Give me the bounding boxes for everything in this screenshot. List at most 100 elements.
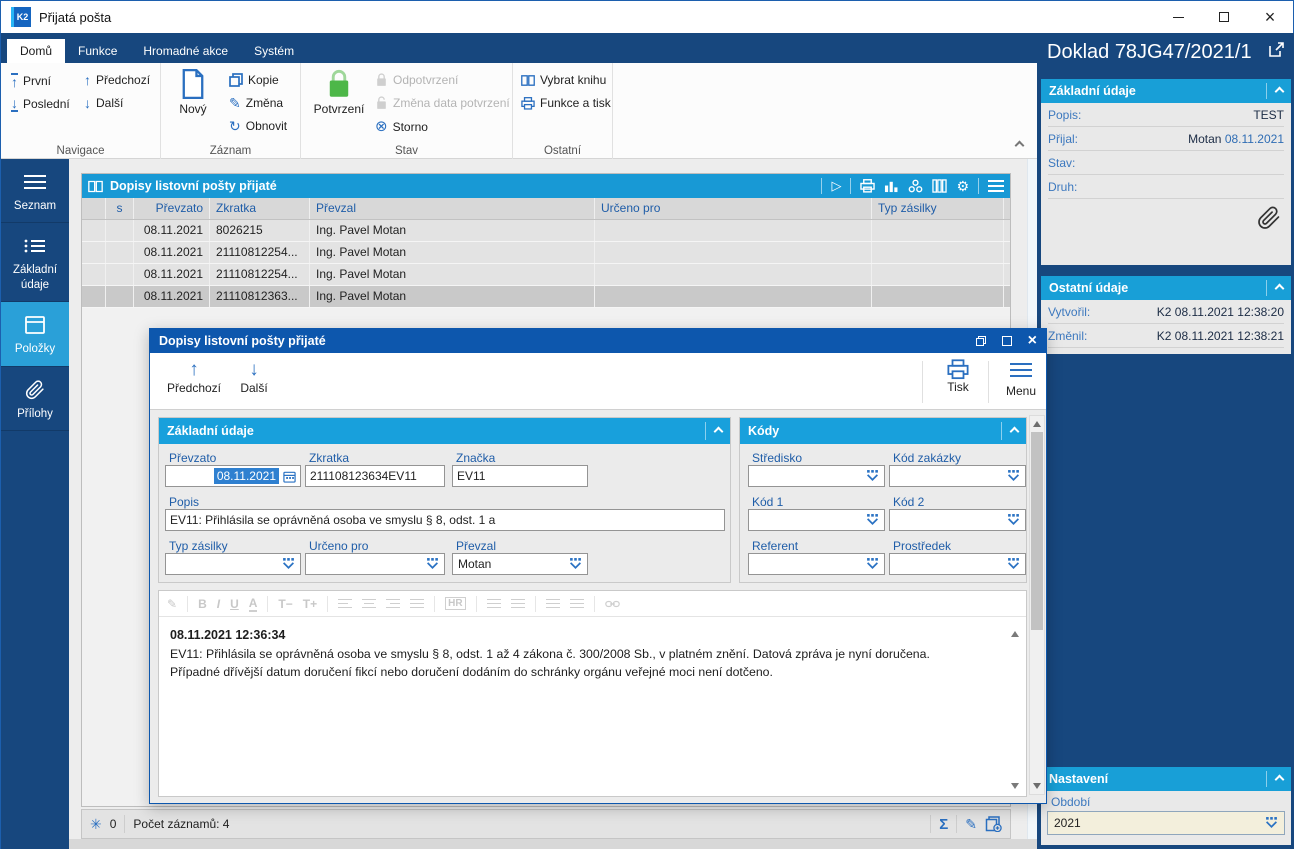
field-value-date: 08.11.2021 xyxy=(1224,131,1284,146)
column-zkratka[interactable]: Zkratka xyxy=(210,198,310,219)
dialog-previous-button[interactable]: ↑ Předchozí xyxy=(164,359,224,395)
horizontal-rule-icon[interactable]: HR xyxy=(445,597,466,610)
popis-input[interactable]: EV11: Přihlásila se oprávněná osoba ve s… xyxy=(165,509,725,531)
align-center-icon[interactable] xyxy=(362,596,377,611)
confirm-button[interactable]: Potvrzení xyxy=(311,69,367,116)
next-button[interactable]: ↓ Další xyxy=(84,96,123,110)
sidebar-item-zakladni-udaje[interactable]: Základní údaje xyxy=(1,223,69,303)
sidebar-item-polozky[interactable]: Položky xyxy=(1,302,69,367)
run-icon[interactable]: ▷ xyxy=(831,178,842,193)
referent-combobox[interactable] xyxy=(748,553,885,575)
justify-icon[interactable] xyxy=(410,596,425,611)
dialog-menu-button[interactable]: Menu xyxy=(1000,359,1042,398)
prevzal-combobox[interactable]: Motan xyxy=(452,553,588,575)
note-text-area[interactable]: 08.11.2021 12:36:34 EV11: Přihlásila se … xyxy=(159,617,1026,797)
dialog-maximize-button[interactable] xyxy=(1001,336,1012,346)
prostredek-combobox[interactable] xyxy=(889,553,1026,575)
last-button[interactable]: ↓ Poslední xyxy=(11,96,70,112)
column-prevzal[interactable]: Převzal xyxy=(310,198,595,219)
znacka-input[interactable]: EV11 xyxy=(452,465,588,487)
kod-zakazky-combobox[interactable] xyxy=(889,465,1026,487)
tab-system[interactable]: Systém xyxy=(254,44,295,58)
scrollbar-up-icon[interactable] xyxy=(1033,421,1041,427)
panel-header[interactable]: Kódy xyxy=(740,418,1026,444)
prevzato-date-input[interactable]: 08.11.2021 xyxy=(165,465,301,487)
sidebar-item-prilohy[interactable]: Přílohy xyxy=(1,367,69,431)
scrollbar-thumb[interactable] xyxy=(1031,432,1043,630)
link-icon[interactable] xyxy=(604,599,620,609)
urceno-pro-combobox[interactable] xyxy=(305,553,445,575)
font-color-icon[interactable]: A xyxy=(248,595,258,612)
cluster-icon[interactable] xyxy=(908,179,923,193)
align-left-icon[interactable] xyxy=(338,596,353,611)
change-confirm-date-button[interactable]: Změna data potvrzení xyxy=(375,96,510,110)
calendar-icon[interactable] xyxy=(283,470,296,483)
print-icon[interactable] xyxy=(860,179,876,193)
table-row[interactable]: 08.11.2021 21110812254... Ing. Pavel Mot… xyxy=(82,264,1010,286)
column-s[interactable]: s xyxy=(106,198,134,219)
refresh-button[interactable]: ↻ Obnovit xyxy=(229,119,287,133)
tab-hromadne-akce[interactable]: Hromadné akce xyxy=(143,44,229,58)
numbered-list-icon[interactable] xyxy=(486,596,501,611)
dialog-next-button[interactable]: ↓ Další xyxy=(232,359,276,395)
settings-gear-icon[interactable]: ⚙ xyxy=(956,177,969,194)
underline-icon[interactable]: U xyxy=(230,596,239,611)
dialog-print-button[interactable]: Tisk xyxy=(936,359,980,394)
zkratka-input[interactable]: 211108123634EV11 xyxy=(305,465,445,487)
minimize-button[interactable] xyxy=(1155,1,1201,33)
storno-button[interactable]: ⊗ Storno xyxy=(375,119,428,134)
period-combobox[interactable]: 2021 xyxy=(1047,811,1285,835)
tab-domu[interactable]: Domů xyxy=(7,39,66,63)
open-external-icon[interactable] xyxy=(1268,41,1285,64)
change-button[interactable]: ✎ Změna xyxy=(229,96,283,110)
dialog-close-button[interactable]: × xyxy=(1028,332,1037,350)
attachment-paperclip-icon[interactable] xyxy=(1257,205,1281,231)
select-book-button[interactable]: Vybrat knihu xyxy=(521,73,606,87)
edit-pencil-icon[interactable]: ✎ xyxy=(965,815,977,832)
table-row-selected[interactable]: 08.11.2021 21110812363... Ing. Pavel Mot… xyxy=(82,286,1010,308)
column-typ-zasilky[interactable]: Typ zásilky xyxy=(872,198,1004,219)
new-button[interactable]: Nový xyxy=(165,69,221,116)
panel-header[interactable]: Základní údaje xyxy=(159,418,730,444)
columns-icon[interactable] xyxy=(932,179,948,193)
chart-icon[interactable] xyxy=(884,179,899,193)
tab-funkce[interactable]: Funkce xyxy=(78,44,118,58)
stredisko-combobox[interactable] xyxy=(748,465,885,487)
section-header-nastaveni[interactable]: Nastavení xyxy=(1041,767,1291,791)
italic-icon[interactable]: I xyxy=(216,596,221,611)
column-prevzato[interactable]: Převzato xyxy=(134,198,210,219)
bullet-list-icon[interactable] xyxy=(510,596,525,611)
unconfirm-button[interactable]: Odpotvrzení xyxy=(375,73,458,87)
indent-icon[interactable] xyxy=(569,596,584,611)
dialog-scrollbar[interactable] xyxy=(1029,415,1045,795)
section-header-zakladni-udaje[interactable]: Základní údaje xyxy=(1041,79,1291,103)
functions-print-button[interactable]: Funkce a tisk xyxy=(521,96,611,110)
maximize-button[interactable] xyxy=(1201,1,1247,33)
decrease-font-icon[interactable]: T− xyxy=(278,596,293,611)
copy-button[interactable]: Kopie xyxy=(229,73,279,87)
kod2-combobox[interactable] xyxy=(889,509,1026,531)
bold-icon[interactable]: B xyxy=(198,596,207,611)
sidebar-item-seznam[interactable]: Seznam xyxy=(1,159,69,224)
close-button[interactable]: × xyxy=(1247,1,1293,33)
increase-font-icon[interactable]: T+ xyxy=(302,596,318,611)
align-right-icon[interactable] xyxy=(386,596,401,611)
sum-icon[interactable]: Σ xyxy=(939,815,949,833)
table-row[interactable]: 08.11.2021 8026215 Ing. Pavel Motan xyxy=(82,220,1010,242)
table-row[interactable]: 08.11.2021 21110812254... Ing. Pavel Mot… xyxy=(82,242,1010,264)
table-menu-icon[interactable] xyxy=(988,177,1004,195)
edit-pencil-icon[interactable]: ✎ xyxy=(167,596,178,611)
column-urceno-pro[interactable]: Určeno pro xyxy=(595,198,872,219)
section-header-ostatni-udaje[interactable]: Ostatní údaje xyxy=(1041,276,1291,300)
previous-button[interactable]: ↑ Předchozí xyxy=(84,73,150,87)
add-document-icon[interactable] xyxy=(985,816,1002,832)
dialog-restore-button[interactable] xyxy=(975,336,986,346)
outdent-icon[interactable] xyxy=(545,596,560,611)
first-button[interactable]: ↑ První xyxy=(11,73,51,89)
typ-zasilky-combobox[interactable] xyxy=(165,553,301,575)
ribbon-collapse-button[interactable] xyxy=(1014,138,1025,152)
kod1-combobox[interactable] xyxy=(748,509,885,531)
scroll-up-icon[interactable] xyxy=(1011,631,1019,637)
scrollbar-down-icon[interactable] xyxy=(1033,783,1041,789)
scroll-down-icon[interactable] xyxy=(1011,783,1019,789)
